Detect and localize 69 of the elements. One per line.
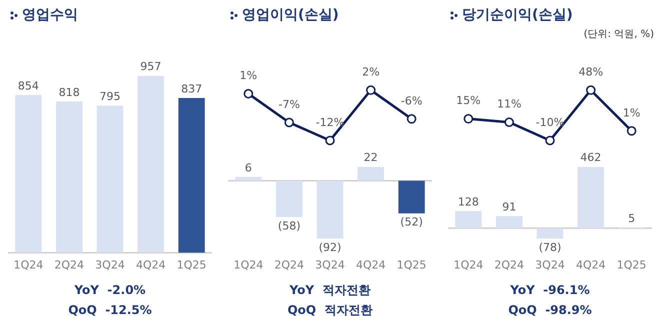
point <box>325 136 335 146</box>
chart-title: 영업이익(손실) <box>242 6 339 24</box>
point <box>464 114 474 124</box>
data-label: -6% <box>400 94 422 108</box>
point <box>504 117 514 127</box>
point <box>366 85 376 95</box>
x-tick-label: 4Q24 <box>576 258 606 272</box>
point <box>406 114 416 124</box>
bar <box>56 102 82 253</box>
data-label: 1% <box>622 106 640 120</box>
data-label: 128 <box>458 196 479 209</box>
point <box>244 88 254 98</box>
text: QoQ -12.5% <box>67 302 153 319</box>
data-label: (52) <box>400 216 423 229</box>
data-label: 22 <box>364 151 378 164</box>
x-tick-label: 1Q25 <box>176 258 206 272</box>
x-tick-label: 4Q24 <box>356 258 386 272</box>
bar <box>536 228 564 238</box>
data-label: -10% <box>536 116 564 129</box>
x-tick-label: 1Q25 <box>616 258 646 272</box>
x-tick-label: 2Q24 <box>54 258 84 272</box>
text: YoY 적자전환 <box>288 282 372 299</box>
bar <box>138 76 164 253</box>
x-tick-label: 2Q24 <box>274 258 304 272</box>
data-label: 957 <box>140 60 162 74</box>
chart-subtitle: (단위: 억원, %) <box>584 28 654 41</box>
data-label: -7% <box>278 98 300 111</box>
data-label: 91 <box>502 200 516 214</box>
data-label: 795 <box>100 90 120 104</box>
bar <box>578 166 604 228</box>
data-label: 11% <box>496 98 522 111</box>
x-tick-label: 1Q24 <box>454 258 484 272</box>
data-label: 48% <box>578 66 604 79</box>
data-label: (58) <box>278 219 300 232</box>
data-label: 5 <box>628 212 636 225</box>
point <box>586 85 596 95</box>
x-tick-label: 3Q24 <box>95 258 125 272</box>
point <box>284 118 294 128</box>
point <box>626 126 636 136</box>
data-label: 15% <box>456 94 481 108</box>
x-tick-label: 1Q24 <box>234 258 264 272</box>
bar <box>15 94 42 253</box>
data-label: (92) <box>318 240 342 254</box>
x-tick-label: 2Q24 <box>494 258 524 272</box>
data-label: -12% <box>316 116 344 129</box>
data-label: 837 <box>181 82 202 96</box>
bar <box>96 106 124 253</box>
bar <box>496 216 522 228</box>
data-label: 2% <box>362 66 380 79</box>
x-tick-label: 4Q24 <box>136 258 166 272</box>
bar <box>455 211 482 228</box>
data-label: 1% <box>240 69 258 82</box>
data-label: 462 <box>580 151 602 164</box>
text: QoQ 적자전환 <box>286 302 374 319</box>
data-label: 818 <box>58 86 80 99</box>
x-tick-label: 1Q24 <box>14 258 44 272</box>
point <box>545 136 555 146</box>
data-label: (78) <box>538 240 562 254</box>
data-label: 854 <box>18 79 39 92</box>
text: QoQ -98.9% <box>507 302 593 319</box>
x-tick-label: 1Q25 <box>396 258 426 272</box>
bar <box>178 98 205 253</box>
text: YoY -96.1% <box>509 282 591 299</box>
data-label: 6 <box>244 161 252 174</box>
x-tick-label: 3Q24 <box>535 258 565 272</box>
chart-title: 영업수익 <box>22 6 78 24</box>
text: YoY -2.0% <box>73 282 147 299</box>
x-tick-label: 3Q24 <box>315 258 345 272</box>
chart-title: 당기순이익(손실) <box>462 6 573 24</box>
